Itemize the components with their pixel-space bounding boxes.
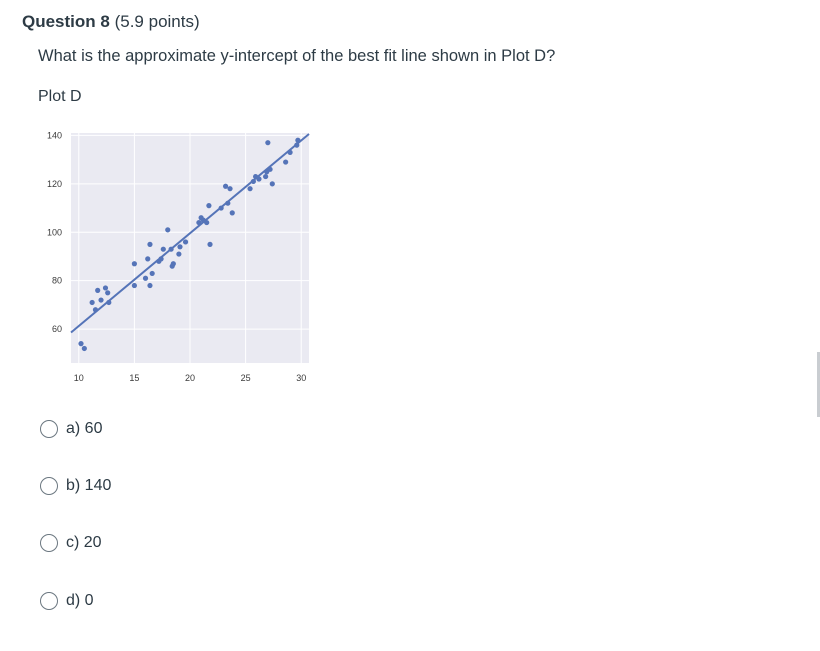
option-a[interactable]: a) 60	[40, 420, 102, 438]
data-point	[98, 297, 104, 303]
y-tick-label: 60	[52, 324, 62, 334]
radio-button-c[interactable]	[40, 534, 58, 552]
x-tick-label: 10	[74, 373, 84, 383]
plot-title: Plot D	[38, 88, 82, 105]
data-point	[177, 244, 183, 250]
x-tick-label: 20	[185, 373, 195, 383]
option-d-label: d) 0	[66, 592, 94, 609]
data-point	[265, 140, 271, 146]
question-prompt: What is the approximate y-intercept of t…	[38, 47, 556, 65]
data-point	[131, 282, 137, 289]
data-point	[160, 246, 166, 252]
option-c-label: c) 20	[66, 534, 102, 551]
y-tick-labels: 60 80 100 120 140	[47, 130, 62, 334]
data-point	[269, 181, 275, 187]
data-point	[102, 285, 109, 291]
data-point	[207, 241, 213, 247]
data-point	[131, 261, 137, 267]
data-point	[78, 341, 84, 347]
data-point	[147, 241, 153, 247]
data-point	[145, 256, 151, 262]
data-point	[95, 287, 101, 293]
x-tick-label: 25	[241, 373, 251, 383]
radio-button-a[interactable]	[40, 420, 58, 438]
y-tick-label: 100	[47, 227, 62, 237]
data-point	[89, 299, 95, 306]
data-point	[229, 210, 235, 216]
option-a-label: a) 60	[66, 420, 103, 437]
page-scrollbar[interactable]	[817, 352, 820, 417]
scatter-chart: 60 80 100 120 140 10 15 20 25 30	[47, 130, 310, 383]
data-point	[149, 270, 155, 277]
y-tick-label: 80	[52, 276, 62, 286]
data-point	[283, 159, 289, 165]
data-point	[227, 186, 233, 192]
data-point	[142, 275, 149, 281]
data-point	[206, 203, 212, 209]
data-point	[182, 239, 189, 245]
x-tick-label: 30	[296, 373, 306, 383]
data-point	[81, 345, 87, 352]
data-point	[176, 251, 182, 257]
radio-button-b[interactable]	[40, 477, 58, 495]
data-point	[147, 282, 153, 289]
question-number: Question 8	[22, 12, 110, 31]
data-point	[263, 173, 269, 180]
data-point	[165, 227, 171, 233]
data-point	[247, 186, 253, 192]
question-points: (5.9 points)	[114, 12, 200, 31]
question-header: Question 8 (5.9 points)	[22, 12, 200, 32]
data-point	[170, 261, 176, 267]
option-c[interactable]: c) 20	[40, 534, 102, 552]
data-point	[105, 290, 111, 296]
option-b-label: b) 140	[66, 477, 112, 494]
data-point	[222, 183, 229, 189]
y-tick-label: 120	[47, 179, 62, 189]
x-tick-labels: 10 15 20 25 30	[74, 373, 306, 383]
option-d[interactable]: d) 0	[40, 592, 94, 610]
y-tick-label: 140	[47, 130, 62, 140]
radio-button-d[interactable]	[40, 592, 58, 610]
best-fit-line	[70, 133, 310, 334]
x-tick-label: 15	[129, 373, 139, 383]
option-b[interactable]: b) 140	[40, 477, 111, 495]
